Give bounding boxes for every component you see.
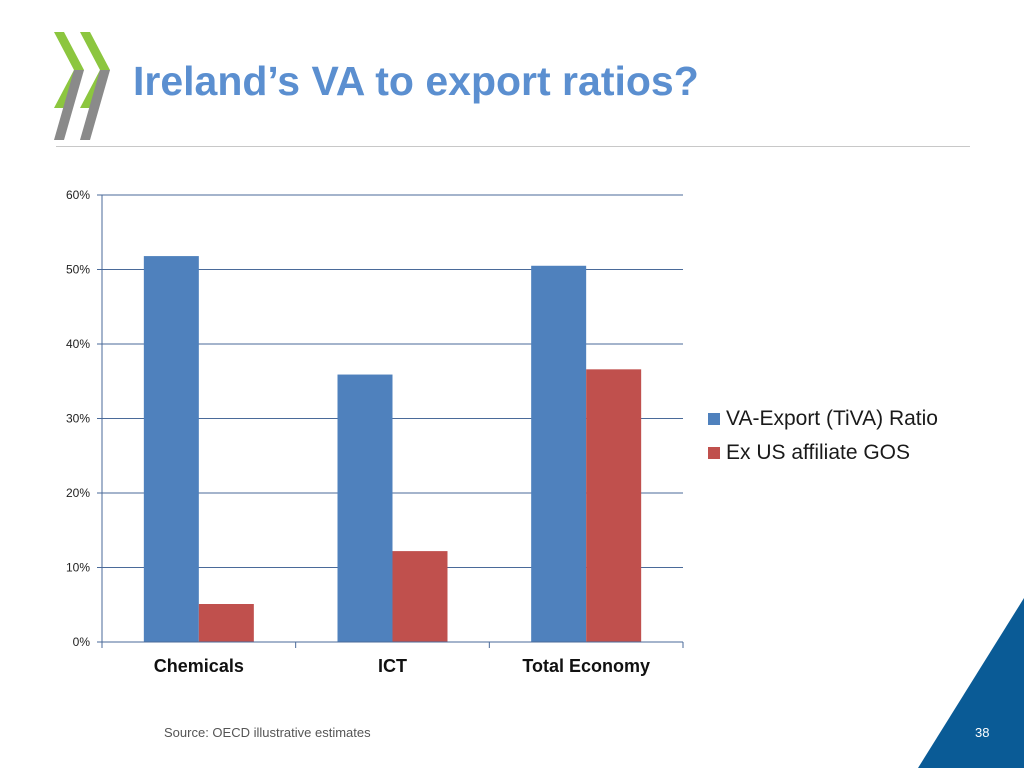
y-tick-label: 50%: [66, 263, 90, 277]
source-note: Source: OECD illustrative estimates: [164, 725, 371, 740]
x-category-label: Chemicals: [154, 656, 244, 676]
oecd-logo-icon: [54, 32, 110, 140]
title-divider: [56, 146, 970, 147]
bar-us-affiliate: [392, 551, 448, 642]
corner-blue-triangle: [918, 598, 1024, 768]
bar-va-export: [143, 256, 199, 642]
y-tick-label: 40%: [66, 337, 90, 351]
logo-gray-stroke-left: [54, 70, 84, 140]
legend-item-us-affiliate: Ex US affiliate GOS: [708, 436, 938, 470]
x-category-label: Total Economy: [522, 656, 650, 676]
logo-gray-stroke-right: [80, 70, 110, 140]
y-tick-label: 30%: [66, 412, 90, 426]
y-tick-label: 0%: [73, 635, 91, 649]
chart-legend: VA-Export (TiVA) Ratio Ex US affiliate G…: [708, 402, 938, 470]
y-tick-label: 20%: [66, 486, 90, 500]
legend-swatch-va-export: [708, 413, 720, 425]
legend-label-us-affiliate: Ex US affiliate GOS: [726, 441, 911, 464]
y-tick-label: 60%: [66, 188, 90, 202]
bar-us-affiliate: [198, 604, 254, 642]
x-category-label: ICT: [378, 656, 407, 676]
page-number: 38: [975, 725, 990, 740]
bar-va-export: [337, 374, 393, 642]
legend-label-va-export: VA-Export (TiVA) Ratio: [726, 407, 938, 430]
bar-us-affiliate: [586, 369, 642, 642]
legend-swatch-us-affiliate: [708, 447, 720, 459]
legend-item-va-export: VA-Export (TiVA) Ratio: [708, 402, 938, 436]
bar-va-export: [531, 265, 587, 642]
y-tick-label: 10%: [66, 561, 90, 575]
slide-title: Ireland’s VA to export ratios?: [133, 58, 699, 104]
